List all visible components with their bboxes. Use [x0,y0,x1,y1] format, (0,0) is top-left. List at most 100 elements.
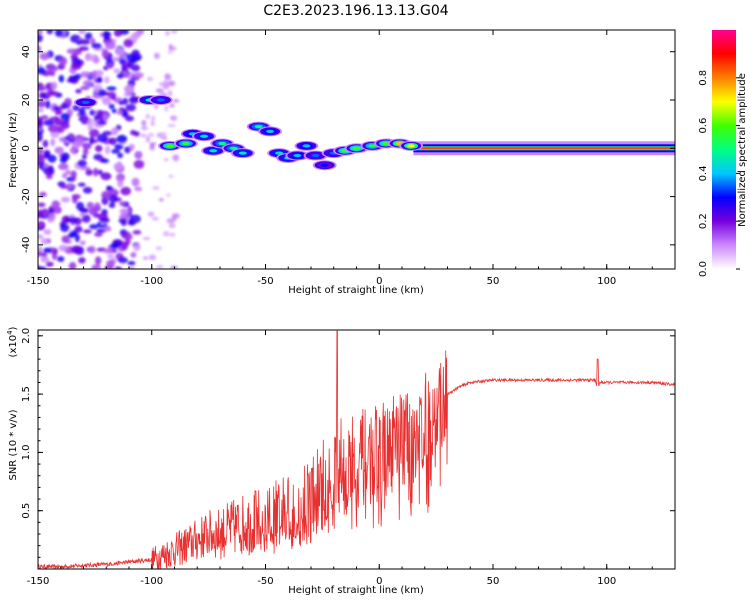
blob-layer [368,144,377,148]
noise-speckle [134,186,143,192]
noise-speckle [145,113,151,120]
x-tick-label: -100 [140,576,163,587]
noise-speckle [74,73,82,80]
noise-speckle [115,173,126,183]
noise-speckle [78,30,86,35]
noise-speckle [88,207,98,216]
noise-speckle [130,251,137,258]
noise-speckle [47,90,59,97]
noise-speckle [170,265,178,269]
noise-speckle [86,201,94,209]
noise-speckle [98,88,106,97]
noise-speckle [79,39,91,45]
noise-speckle [43,229,52,235]
noise-speckle [120,186,132,196]
noise-speckle [168,232,176,237]
noise-speckle [77,182,86,187]
noise-speckle [97,169,103,176]
noise-speckle [168,222,176,229]
x-tick-label: -150 [27,576,50,587]
noise-speckle [52,247,59,255]
noise-speckle [87,122,94,132]
noise-speckle [167,89,173,97]
colorbar: 0.0 0.2 0.4 0.6 0.8 Normalized spectral ampl… [698,30,748,277]
signal-blob [173,138,198,149]
noise-speckle [127,206,133,215]
noise-speckle [124,40,134,46]
signal-blob [148,95,173,106]
snr-series-line [38,330,675,569]
noise-speckle [110,243,119,249]
noise-speckle [58,244,68,252]
noise-speckle [155,88,164,93]
blob-layer [311,153,320,158]
noise-speckle [128,35,140,40]
noise-speckle [117,152,124,159]
noise-speckle [79,240,86,246]
noise-speckle [124,146,131,154]
noise-speckle [56,256,65,263]
noise-speckle [77,159,87,168]
noise-speckle [106,185,112,190]
noise-speckles [38,30,180,269]
noise-speckle [84,142,90,149]
noise-speckle [71,245,82,254]
noise-speckle [103,248,114,254]
y-tick-label: -40 [21,237,32,253]
noise-speckle [72,104,80,112]
noise-speckle [51,200,60,209]
noise-speckle [38,146,44,155]
noise-speckle [118,51,126,59]
x-tick-label: -50 [257,576,273,587]
noise-speckle [169,103,175,108]
noise-speckle [88,136,95,145]
blob-layer [320,163,329,167]
colorbar-tick-label: 0.2 [698,213,709,229]
signal-blob [285,150,310,161]
noise-speckle [50,138,56,147]
noise-speckle [76,201,85,211]
noise-speckle [167,49,173,54]
noise-speckle [56,109,63,115]
noise-speckle [84,32,93,40]
noise-speckle [39,52,50,61]
spectrogram-marks [38,30,675,269]
noise-speckle [124,84,135,94]
noise-speckle [119,208,130,214]
noise-speckle [38,135,41,142]
noise-speckle [89,224,99,230]
noise-speckle [38,30,44,35]
noise-speckle [91,264,101,269]
noise-speckle [110,95,117,101]
noise-speckle [117,180,124,188]
noise-speckle [113,68,120,74]
noise-speckle [124,115,135,122]
blob-layer [302,144,311,148]
noise-speckle [46,30,54,35]
signal-blob [312,160,337,171]
noise-speckle [71,141,80,150]
noise-speckle [47,65,59,73]
noise-speckle [48,125,59,133]
noise-speckle [45,100,51,109]
blob-layer [165,144,174,148]
noise-speckle [65,169,72,176]
noise-speckle [88,245,96,254]
noise-speckle [106,62,114,69]
noise-speckle [91,70,98,80]
noise-speckle [108,103,115,109]
spectrogram-y-label: Frequency (Hz) [8,112,19,188]
noise-speckle [118,100,124,106]
noise-speckle [168,46,177,51]
colorbar-gradient [712,30,736,269]
noise-speckle [100,158,110,163]
noise-speckle [156,265,164,269]
noise-speckle [148,254,157,261]
noise-speckle [38,163,43,170]
noise-speckle [82,148,89,156]
noise-speckle [150,120,155,127]
noise-speckle [40,115,49,120]
noise-speckle [111,127,119,136]
noise-speckle [171,30,178,34]
noise-speckle [153,104,159,109]
